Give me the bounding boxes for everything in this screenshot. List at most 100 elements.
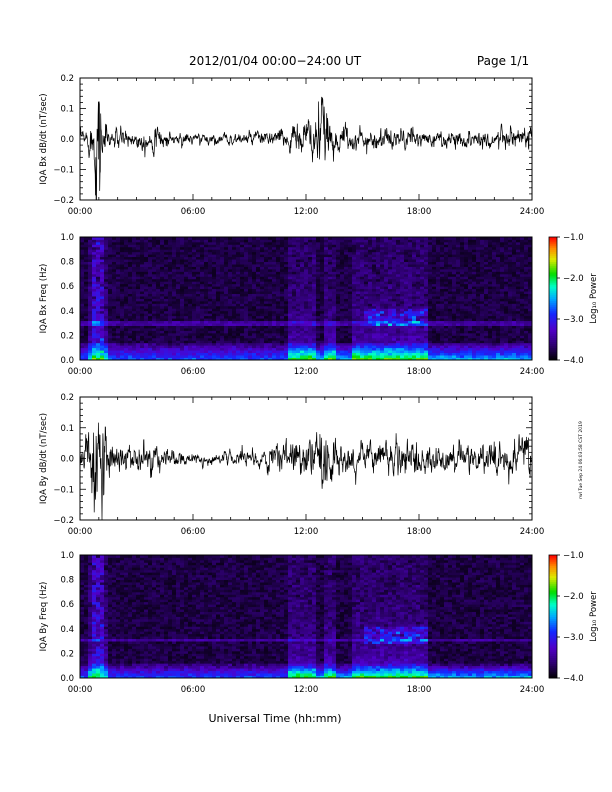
- heatmap-cell: [332, 293, 337, 297]
- heatmap-cell: [240, 347, 245, 351]
- heatmap-cell: [280, 345, 285, 349]
- heatmap-cell: [232, 352, 237, 356]
- heatmap-cell: [364, 268, 369, 272]
- heatmap-cell: [324, 303, 329, 307]
- heatmap-cell: [100, 251, 105, 255]
- heatmap-cell: [388, 355, 393, 358]
- heatmap-cell: [132, 328, 137, 331]
- heatmap-cell: [164, 256, 169, 260]
- heatmap-cell: [356, 308, 361, 312]
- heatmap-cell: [372, 328, 377, 331]
- heatmap-cell: [420, 352, 425, 356]
- heatmap-cell: [236, 300, 241, 304]
- heatmap-cell: [248, 268, 253, 272]
- heatmap-cell: [164, 239, 169, 243]
- heatmap-cell: [276, 283, 281, 287]
- heatmap-cell: [448, 296, 453, 299]
- heatmap-cell: [128, 340, 133, 344]
- heatmap-cell: [448, 249, 453, 253]
- heatmap-cell: [456, 340, 461, 344]
- heatmap-cell: [216, 352, 221, 356]
- heatmap-cell: [304, 286, 309, 290]
- heatmap-cell: [424, 330, 429, 334]
- heatmap-cell: [188, 268, 193, 272]
- heatmap-cell: [324, 291, 329, 294]
- heatmap-cell: [444, 244, 449, 248]
- heatmap-cell: [192, 239, 197, 243]
- heatmap-cell: [360, 256, 365, 260]
- heatmap-cell: [152, 276, 157, 280]
- heatmap-cell: [436, 237, 441, 240]
- heatmap-cell: [444, 296, 449, 299]
- heatmap-cell: [260, 281, 265, 285]
- heatmap-cell: [136, 254, 141, 258]
- heatmap-cell: [104, 298, 109, 302]
- heatmap-cell: [352, 315, 357, 319]
- heatmap-cell: [176, 320, 181, 324]
- heatmap-cell: [132, 313, 137, 317]
- heatmap-cell: [424, 303, 429, 307]
- heatmap-cell: [288, 259, 293, 262]
- heatmap-cell: [340, 325, 345, 329]
- heatmap-cell: [456, 296, 461, 299]
- heatmap-cell: [380, 325, 385, 329]
- heatmap-cell: [280, 303, 285, 307]
- heatmap-cell: [140, 337, 145, 341]
- heatmap-cell: [460, 340, 465, 344]
- heatmap-cell: [164, 347, 169, 351]
- heatmap-cell: [376, 278, 381, 282]
- heatmap-cell: [420, 308, 425, 312]
- heatmap-cell: [96, 330, 101, 334]
- heatmap-cell: [352, 305, 357, 309]
- heatmap-cell: [312, 266, 317, 270]
- heatmap-cell: [192, 305, 197, 309]
- heatmap-cell: [456, 256, 461, 260]
- heatmap-cell: [448, 259, 453, 262]
- heatmap-cell: [452, 266, 457, 270]
- heatmap-cell: [116, 303, 121, 307]
- heatmap-cell: [208, 261, 213, 265]
- heatmap-cell: [108, 328, 113, 331]
- heatmap-cell: [160, 300, 165, 304]
- heatmap-cell: [276, 310, 281, 314]
- heatmap-cell: [136, 276, 141, 280]
- heatmap-cell: [364, 350, 369, 354]
- heatmap-cell: [292, 347, 297, 351]
- heatmap-cell: [364, 328, 369, 331]
- heatmap-cell: [140, 276, 145, 280]
- heatmap-cell: [108, 244, 113, 248]
- heatmap-cell: [80, 241, 85, 245]
- heatmap-cell: [224, 342, 229, 346]
- heatmap-cell: [136, 266, 141, 270]
- heatmap-cell: [156, 347, 161, 351]
- heatmap-cell: [140, 271, 145, 275]
- heatmap-cell: [192, 249, 197, 253]
- heatmap-cell: [200, 264, 205, 267]
- heatmap-cell: [164, 328, 169, 331]
- heatmap-cell: [108, 283, 113, 287]
- heatmap-cell: [240, 276, 245, 280]
- heatmap-cell: [196, 350, 201, 354]
- heatmap-cell: [196, 345, 201, 349]
- heatmap-cell: [416, 323, 421, 326]
- heatmap-cell: [420, 271, 425, 275]
- heatmap-cell: [236, 288, 241, 292]
- heatmap-cell: [256, 305, 261, 309]
- heatmap-cell: [308, 293, 313, 297]
- heatmap-cell: [336, 268, 341, 272]
- heatmap-cell: [404, 244, 409, 248]
- heatmap-cell: [340, 330, 345, 334]
- heatmap-cell: [88, 288, 93, 292]
- heatmap-cell: [436, 241, 441, 245]
- heatmap-cell: [176, 268, 181, 272]
- heatmap-cell: [340, 347, 345, 351]
- heatmap-cell: [348, 325, 353, 329]
- heatmap-cell: [128, 347, 133, 351]
- heatmap-cell: [160, 332, 165, 336]
- heatmap-cell: [296, 320, 301, 324]
- heatmap-cell: [308, 241, 313, 245]
- heatmap-cell: [228, 340, 233, 344]
- heatmap-cell: [100, 357, 105, 361]
- heatmap-cell: [260, 296, 265, 299]
- heatmap-cell: [188, 315, 193, 319]
